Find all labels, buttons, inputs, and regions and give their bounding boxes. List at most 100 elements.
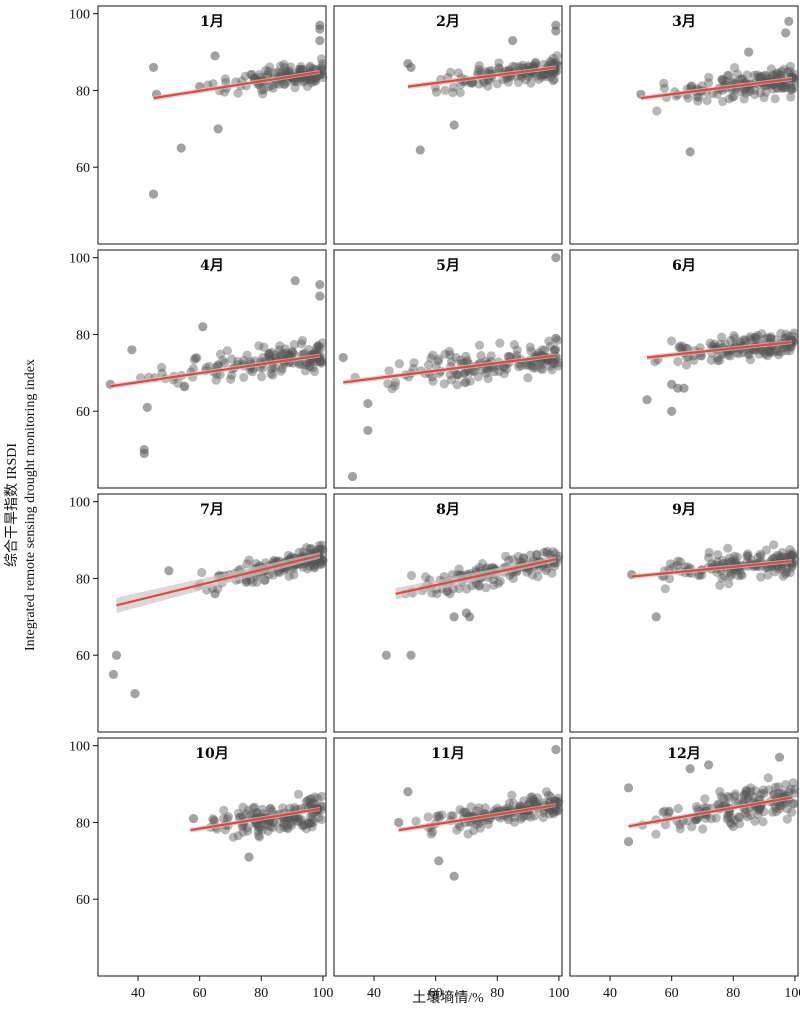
data-point	[517, 72, 527, 82]
data-point	[233, 831, 243, 841]
x-tick-label: 100	[312, 986, 333, 1001]
data-point	[383, 379, 393, 389]
data-point	[301, 824, 311, 834]
data-point	[734, 819, 745, 829]
x-tick-label: 40	[603, 986, 617, 1001]
data-point	[297, 821, 307, 831]
data-point	[283, 824, 293, 834]
data-point	[771, 782, 781, 792]
panel: 8月	[333, 493, 564, 733]
data-point	[722, 71, 733, 81]
data-point	[519, 553, 529, 564]
data-point	[749, 70, 759, 80]
data-point	[667, 336, 677, 346]
data-point	[480, 803, 490, 813]
data-point	[664, 806, 675, 816]
data-point	[536, 357, 546, 367]
data-point	[276, 349, 286, 359]
data-point	[287, 347, 297, 357]
data-point	[243, 823, 253, 833]
data-point	[242, 559, 252, 569]
data-point	[254, 832, 265, 842]
data-point	[304, 74, 314, 85]
data-point	[778, 343, 788, 353]
data-point	[275, 341, 285, 351]
data-point	[442, 586, 452, 596]
data-point	[548, 547, 558, 557]
data-point	[316, 54, 327, 64]
data-point	[728, 822, 738, 832]
data-point	[521, 75, 531, 85]
data-point	[246, 810, 256, 820]
data-point	[445, 589, 455, 599]
data-point	[525, 798, 535, 808]
data-point	[532, 550, 542, 560]
data-point	[713, 356, 723, 366]
data-point	[512, 350, 522, 361]
data-point	[539, 807, 549, 818]
panel-frame	[569, 249, 799, 489]
data-point	[139, 445, 149, 455]
data-point	[227, 370, 237, 380]
data-point	[269, 817, 279, 827]
data-point	[394, 817, 404, 828]
data-point	[489, 367, 499, 377]
data-point	[301, 358, 312, 368]
data-point	[318, 545, 328, 555]
data-point	[486, 351, 496, 361]
y-tick-label: 60	[76, 649, 90, 664]
data-point	[521, 360, 531, 370]
panel-title: 8月	[436, 502, 460, 518]
data-point	[782, 804, 792, 814]
panel-grid: 60 80 100 1月 2月 3月 60 80 100 4月 5月 6月 60 80 100 7月 8月 9月 6…	[69, 5, 800, 1001]
data-point	[674, 342, 684, 352]
data-point	[551, 805, 561, 815]
data-point	[765, 346, 775, 357]
data-point	[776, 71, 786, 81]
data-point	[548, 356, 558, 366]
data-point	[266, 368, 276, 379]
data-point	[744, 47, 754, 57]
data-point	[756, 789, 766, 799]
data-point	[726, 336, 736, 346]
data-point	[784, 331, 794, 341]
data-point	[309, 76, 319, 86]
data-point	[788, 778, 798, 788]
data-point	[766, 64, 776, 74]
data-point	[317, 59, 327, 69]
data-point	[726, 567, 736, 577]
data-point	[738, 335, 748, 345]
data-point	[305, 61, 315, 71]
data-point	[787, 807, 797, 817]
data-point	[280, 62, 290, 73]
data-point	[539, 69, 550, 79]
data-point	[442, 587, 452, 597]
data-point	[499, 362, 510, 372]
data-point	[739, 790, 750, 800]
data-point	[774, 752, 785, 762]
data-point	[785, 61, 796, 71]
data-point	[445, 350, 455, 360]
data-point	[452, 369, 462, 379]
data-point	[268, 822, 278, 833]
data-point	[518, 60, 528, 70]
data-point	[764, 345, 774, 356]
data-point	[532, 798, 542, 808]
data-point	[265, 804, 275, 814]
data-point	[719, 571, 729, 581]
panel-frame	[569, 5, 799, 245]
data-point	[782, 564, 792, 574]
data-point	[742, 785, 752, 795]
data-point	[460, 378, 470, 388]
data-point	[725, 817, 735, 828]
data-point	[779, 64, 789, 74]
data-point	[305, 74, 315, 84]
data-point	[773, 564, 783, 574]
data-point	[717, 75, 727, 85]
data-point	[296, 64, 306, 74]
data-point	[525, 550, 536, 560]
data-point	[208, 79, 218, 89]
data-point	[233, 88, 243, 98]
data-point	[476, 351, 486, 361]
data-point	[750, 816, 760, 826]
